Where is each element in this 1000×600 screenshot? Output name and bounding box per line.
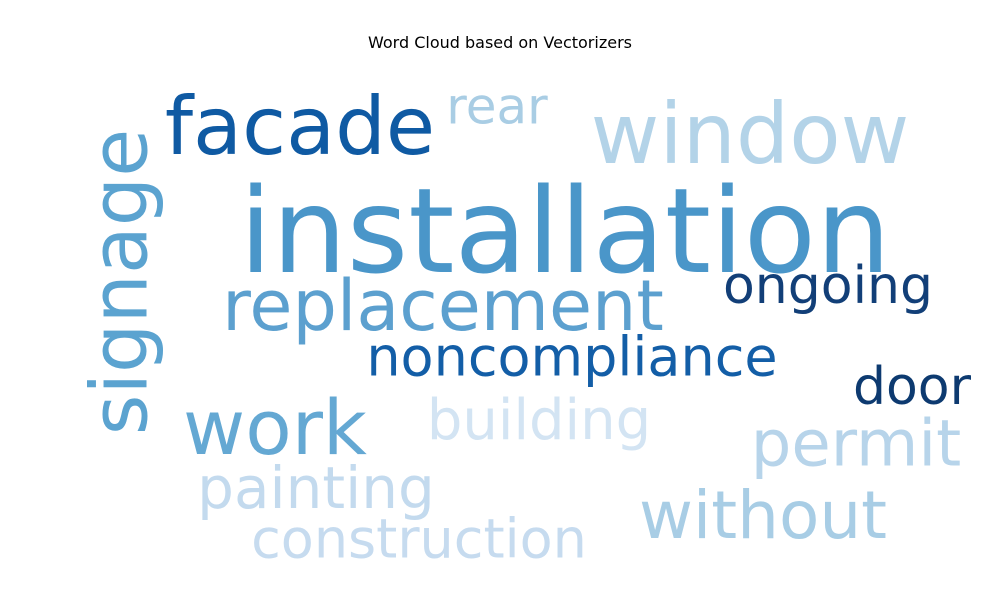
word-window: window [591, 85, 910, 183]
word-without: without [639, 477, 887, 554]
word-facade: facade [165, 80, 435, 173]
word-signage: signage [75, 129, 165, 436]
word-building: building [427, 388, 651, 453]
word-noncompliance: noncompliance [366, 326, 777, 389]
word-permit: permit [751, 408, 961, 482]
word-construction: construction [251, 508, 587, 571]
word-rear: rear [446, 78, 548, 136]
word-ongoing: ongoing [723, 256, 933, 316]
